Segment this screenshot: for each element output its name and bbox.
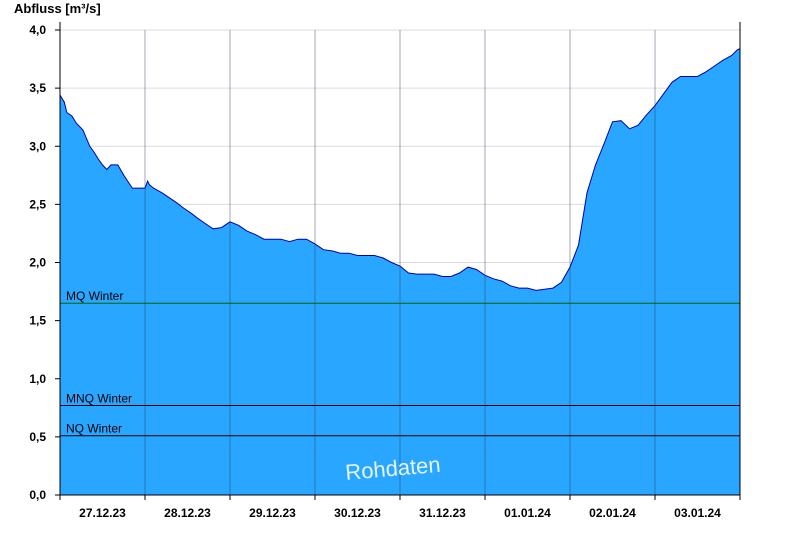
x-axis-ticks: 27.12.23 28.12.23 29.12.23 30.12.23 31.12.23… bbox=[59, 495, 741, 520]
y-tick-label-6: 3,0 bbox=[29, 139, 46, 153]
y-tick-label-2: 1,0 bbox=[29, 372, 46, 386]
x-tick-label-7: 03.01.24 bbox=[674, 506, 721, 520]
discharge-outline bbox=[59, 48, 741, 291]
x-tick-label-0: 27.12.23 bbox=[79, 506, 126, 520]
ref-label-2: NQ Winter bbox=[66, 422, 122, 436]
day-separators bbox=[144, 30, 656, 495]
y-tick-label-3: 1,5 bbox=[29, 314, 46, 328]
x-tick-label-1: 28.12.23 bbox=[164, 506, 211, 520]
x-tick-label-5: 01.01.24 bbox=[504, 506, 551, 520]
ref-label-0: MQ Winter bbox=[66, 289, 123, 303]
y-tick-label-5: 2,5 bbox=[29, 197, 46, 211]
y-tick-label-4: 2,0 bbox=[29, 256, 46, 270]
x-tick-label-6: 02.01.24 bbox=[589, 506, 636, 520]
y-tick-label-8: 4,0 bbox=[29, 23, 46, 37]
x-tick-label-2: 29.12.23 bbox=[249, 506, 296, 520]
y-tick-label-0: 0,0 bbox=[29, 488, 46, 502]
y-tick-label-1: 0,5 bbox=[29, 430, 46, 444]
y-axis-ticks: 0,0 0,5 1,0 1,5 2,0 2,5 3,0 3,5 4,0 bbox=[29, 23, 60, 502]
y-axis-label: Abfluss [m³/s] bbox=[14, 1, 101, 16]
y-tick-label-7: 3,5 bbox=[29, 81, 46, 95]
x-tick-label-4: 31.12.23 bbox=[419, 506, 466, 520]
x-tick-label-3: 30.12.23 bbox=[334, 506, 381, 520]
reference-lines: MQ Winter MNQ Winter NQ Winter bbox=[60, 289, 740, 437]
ref-label-1: MNQ Winter bbox=[66, 391, 132, 405]
